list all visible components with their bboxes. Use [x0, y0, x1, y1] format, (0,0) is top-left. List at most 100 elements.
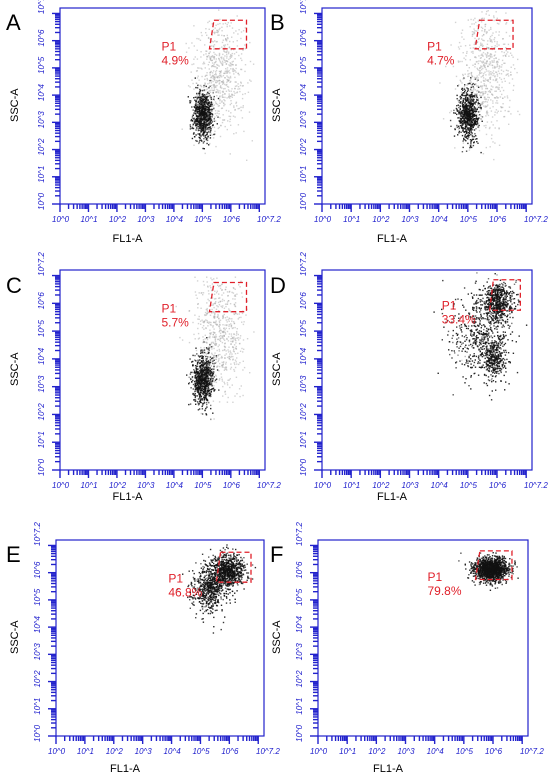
event-dot — [462, 120, 464, 122]
event-dot — [475, 83, 477, 85]
event-dot — [211, 297, 214, 299]
event-dot — [484, 96, 486, 98]
event-dot — [222, 316, 224, 319]
event-dot — [505, 22, 508, 24]
event-dot — [195, 115, 198, 117]
event-dot — [205, 118, 208, 121]
event-dot — [469, 97, 471, 99]
event-dot — [197, 87, 199, 89]
event-dot — [200, 117, 202, 120]
event-dot — [502, 310, 504, 313]
event-dot — [226, 128, 228, 131]
event-dot — [492, 86, 494, 88]
event-dot — [206, 133, 208, 135]
event-dot — [488, 48, 490, 50]
event-dot — [490, 39, 493, 41]
event-dot — [186, 374, 188, 376]
event-dot — [206, 391, 208, 393]
event-dot — [200, 373, 203, 376]
event-dot — [488, 55, 490, 57]
event-dot — [476, 94, 478, 96]
event-dot — [210, 332, 212, 334]
event-dot — [210, 384, 212, 386]
event-dot — [214, 332, 216, 334]
event-dot — [494, 288, 496, 291]
event-dot — [201, 413, 204, 415]
event-dot — [212, 105, 214, 107]
event-dot — [201, 118, 203, 120]
event-dot — [211, 383, 213, 385]
event-dot — [201, 104, 203, 106]
event-dot — [204, 352, 207, 354]
event-dot — [216, 67, 218, 69]
event-dot — [214, 133, 216, 135]
event-dot — [206, 365, 208, 367]
event-dot — [489, 312, 491, 314]
event-dot — [198, 386, 200, 388]
event-dot — [453, 112, 455, 114]
event-dot — [495, 299, 498, 302]
event-dot — [227, 300, 230, 302]
event-dot — [481, 85, 483, 87]
event-dot — [208, 368, 210, 370]
event-dot — [498, 67, 500, 70]
event-dot — [224, 357, 226, 359]
event-dot — [203, 114, 205, 116]
event-dot — [204, 75, 206, 77]
event-dot — [222, 366, 224, 368]
event-dot — [200, 292, 202, 294]
event-dot — [469, 100, 471, 102]
event-dot — [234, 326, 236, 329]
event-dot — [201, 140, 203, 142]
event-dot — [208, 118, 210, 121]
y-tick-label: 10^7.2 — [37, 0, 46, 14]
event-dot — [460, 91, 463, 93]
event-dot — [510, 66, 512, 68]
event-dot — [208, 395, 210, 397]
event-dot — [481, 86, 483, 88]
event-dot — [474, 111, 477, 113]
x-tick-label: 10^7.2 — [257, 215, 281, 224]
event-dot — [218, 304, 221, 306]
event-dot — [196, 77, 199, 79]
event-dot — [466, 123, 469, 125]
event-dot — [201, 381, 204, 383]
event-dot — [204, 125, 206, 127]
event-dot — [496, 73, 498, 75]
event-dot — [468, 132, 471, 134]
event-dot — [244, 48, 246, 50]
event-dot — [195, 70, 198, 72]
event-dot — [205, 381, 207, 383]
event-dot — [471, 95, 474, 97]
event-dot — [466, 120, 469, 122]
event-dot — [199, 111, 202, 114]
event-dot — [208, 390, 210, 392]
event-dot — [479, 67, 481, 69]
event-dot — [228, 309, 231, 312]
event-dot — [481, 53, 483, 55]
event-dot — [220, 62, 222, 64]
event-dot — [204, 100, 207, 102]
event-dot — [251, 140, 253, 142]
event-dot — [466, 89, 469, 91]
event-dot — [198, 141, 201, 143]
event-dot — [468, 121, 470, 123]
y-axis-label: SSC-A — [9, 352, 21, 386]
event-dot — [227, 120, 229, 122]
event-dot — [215, 323, 217, 325]
event-dot — [199, 39, 202, 41]
event-dot — [199, 379, 202, 381]
event-dot — [213, 99, 215, 101]
event-dot — [491, 296, 494, 298]
x-tick-label: 10^1 — [343, 215, 360, 224]
event-dot — [493, 38, 495, 41]
event-dot — [202, 385, 204, 387]
event-dot — [213, 385, 215, 387]
event-dot — [219, 334, 222, 337]
event-dot — [205, 413, 207, 415]
x-tick-label: 10^7.2 — [257, 481, 281, 490]
event-dot — [484, 92, 487, 94]
x-tick-label: 10^2 — [109, 215, 127, 224]
event-dot — [200, 99, 203, 102]
event-dot — [211, 360, 213, 363]
